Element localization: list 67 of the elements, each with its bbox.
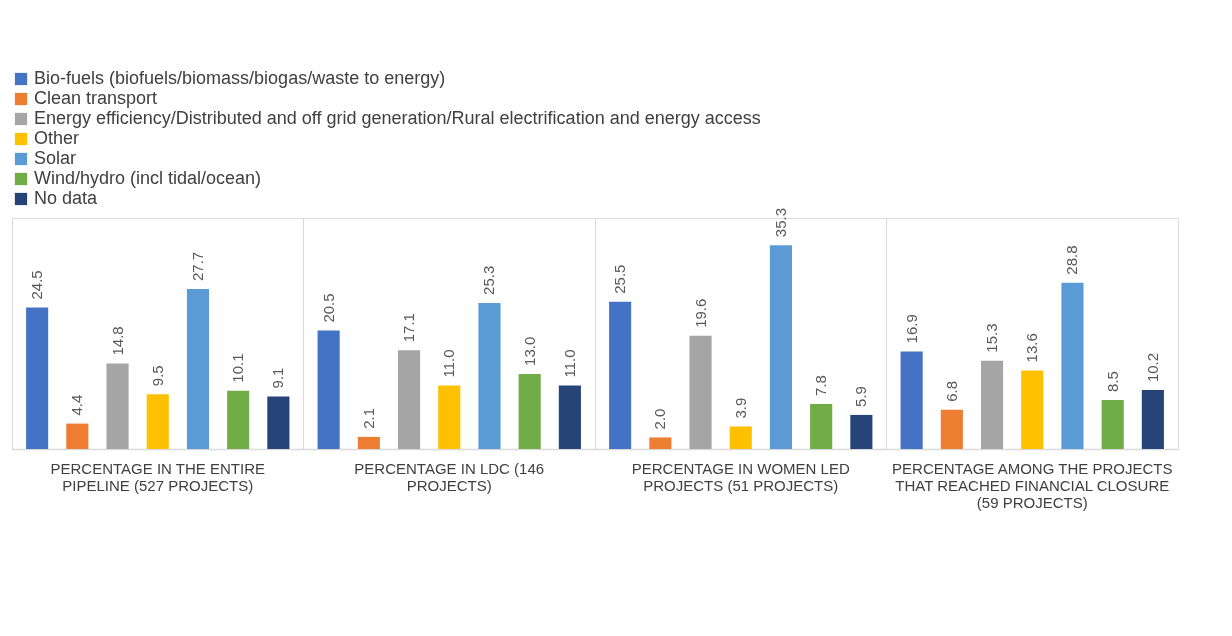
- bar: [267, 396, 290, 449]
- legend-label: Wind/hydro (incl tidal/ocean): [34, 168, 262, 188]
- data-label: 15.3: [983, 323, 1001, 353]
- data-label: 14.8: [108, 326, 126, 356]
- data-label: 5.9: [852, 386, 870, 407]
- bar: [558, 385, 581, 449]
- data-label: 13.6: [1023, 333, 1041, 363]
- data-label: 6.8: [942, 380, 960, 402]
- legend-label: Bio-fuels (biofuels/biomass/biogas/waste to energy): [34, 68, 446, 88]
- bar: [729, 426, 752, 449]
- bar: [317, 330, 340, 449]
- bar: [397, 350, 421, 449]
- bar: [146, 394, 169, 449]
- bar: [357, 436, 380, 449]
- x-tick-label: PERCENTAGE IN LDC (146 PROJECTS): [354, 459, 545, 494]
- data-label: 8.5: [1103, 371, 1121, 392]
- bar: [850, 414, 873, 449]
- data-label: 19.6: [691, 298, 709, 328]
- x-tick-label: PERCENTAGE IN WOMEN LED PROJECTS (51 PROJECTS): [631, 459, 850, 494]
- data-label: 9.5: [148, 365, 166, 387]
- bar: [689, 335, 712, 449]
- bar: [478, 302, 501, 449]
- bar: [649, 437, 672, 449]
- bar: [66, 423, 89, 449]
- data-label: 2.0: [651, 408, 669, 430]
- bar: [980, 360, 1004, 449]
- bar: [1141, 390, 1164, 449]
- bar: [518, 373, 541, 449]
- data-label: 7.8: [812, 375, 830, 396]
- data-label: 24.5: [28, 270, 46, 300]
- data-label: 28.8: [1063, 245, 1081, 275]
- data-label: 2.1: [359, 408, 377, 429]
- data-label: 17.1: [400, 313, 418, 343]
- bar: [227, 390, 250, 449]
- bar: [186, 289, 210, 449]
- data-label: 13.0: [520, 336, 538, 366]
- x-tick-label: PERCENTAGE AMONG THE PROJECTS THAT REACHED FINANCIAL CLOSURE (59 PROJECTS): [892, 459, 1173, 511]
- data-label: 10.2: [1143, 352, 1161, 383]
- data-label: 10.1: [229, 353, 247, 383]
- data-label: 35.3: [771, 207, 789, 238]
- bar: [1101, 399, 1124, 449]
- data-label: 9.1: [269, 367, 287, 389]
- bar: [438, 385, 461, 449]
- bar: [1061, 282, 1084, 449]
- legend-label: Clean transport: [34, 88, 158, 108]
- legend-label: Other: [34, 128, 80, 148]
- bar: [769, 245, 793, 449]
- data-label: 20.5: [319, 293, 337, 323]
- bar: [609, 301, 632, 449]
- bar: [940, 409, 963, 449]
- legend-label: No data: [34, 188, 99, 208]
- data-label: 27.7: [188, 251, 206, 282]
- bar: [810, 403, 833, 449]
- legend-label: Solar: [34, 148, 77, 168]
- bar: [900, 351, 923, 449]
- bar: [1021, 370, 1044, 449]
- data-label: 25.5: [611, 264, 629, 294]
- data-label: 11.0: [440, 349, 458, 378]
- data-label: 4.4: [68, 394, 86, 416]
- data-label: 16.9: [902, 314, 920, 344]
- bar: [106, 363, 129, 449]
- data-label: 3.9: [731, 397, 749, 419]
- legend-label: Energy efficiency/Distributed and off grid generation/Rural electrification and energy access: [34, 108, 761, 128]
- data-label: 25.3: [480, 265, 498, 295]
- bar: [26, 307, 49, 449]
- x-tick-label: PERCENTAGE IN THE ENTIRE PIPELINE (527 PROJECTS): [50, 459, 265, 494]
- data-label: 11.0: [560, 349, 578, 378]
